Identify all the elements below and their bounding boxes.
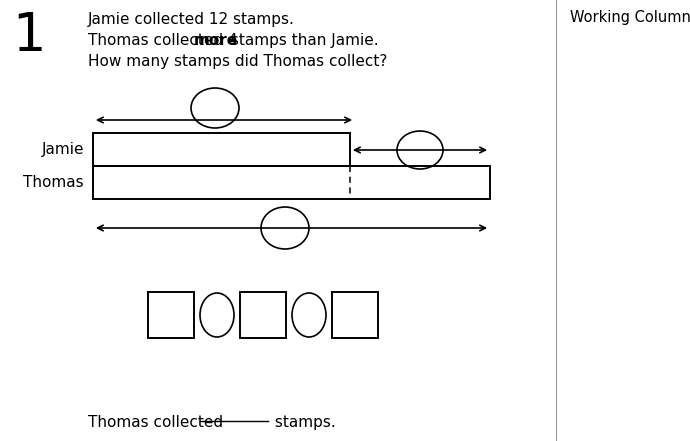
Text: more: more <box>194 33 238 48</box>
Text: Working Column: Working Column <box>570 10 690 25</box>
Bar <box>93 166 490 199</box>
Text: Jamie collected 12 stamps.: Jamie collected 12 stamps. <box>88 12 295 27</box>
Text: Thomas collected 4: Thomas collected 4 <box>88 33 242 48</box>
Text: 1: 1 <box>12 10 46 62</box>
Text: Jamie: Jamie <box>41 142 84 157</box>
Bar <box>240 292 286 338</box>
Text: Thomas collected: Thomas collected <box>88 415 228 430</box>
Bar <box>93 133 350 166</box>
Bar <box>148 292 194 338</box>
Text: How many stamps did Thomas collect?: How many stamps did Thomas collect? <box>88 54 387 69</box>
Text: stamps than Jamie.: stamps than Jamie. <box>226 33 379 48</box>
Bar <box>332 292 378 338</box>
Text: Thomas: Thomas <box>23 175 84 190</box>
Text: stamps.: stamps. <box>270 415 336 430</box>
